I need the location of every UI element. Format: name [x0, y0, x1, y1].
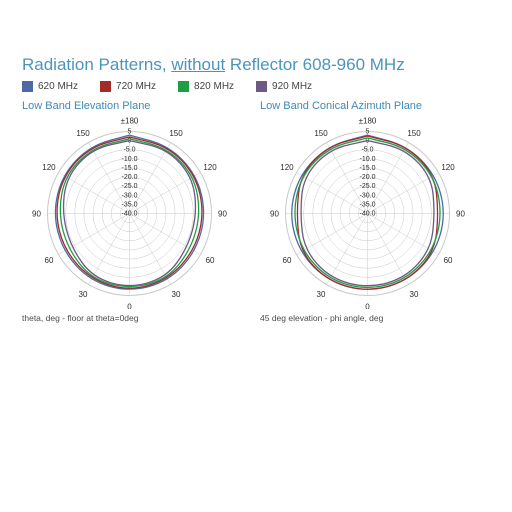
- legend-label: 620 MHz: [38, 81, 78, 92]
- panel-subtitle: Low Band Conical Azimuth Plane: [260, 100, 490, 112]
- svg-text:-30.0: -30.0: [360, 192, 376, 199]
- svg-text:-10.0: -10.0: [122, 156, 138, 163]
- legend: 620 MHz 720 MHz 820 MHz 920 MHz: [22, 81, 490, 92]
- svg-text:-20.0: -20.0: [122, 174, 138, 181]
- chart-card: Radiation Patterns, without Reflector 60…: [22, 55, 490, 323]
- legend-swatch: [22, 81, 33, 92]
- legend-label: 920 MHz: [272, 81, 312, 92]
- svg-text:-25.0: -25.0: [122, 183, 138, 190]
- chart-panel: Low Band Elevation Plane 5 0 -5.0 -10.0 -15.0…: [22, 100, 252, 323]
- svg-text:60: 60: [206, 256, 215, 265]
- polar-holder: 5 0 -5.0 -10.0 -15.0 -20.0 -25.0 -30.0 -35.0 -40.…: [260, 114, 490, 309]
- svg-text:-35.0: -35.0: [360, 201, 376, 208]
- svg-text:120: 120: [203, 163, 217, 172]
- svg-text:-40.0: -40.0: [360, 211, 376, 218]
- svg-text:90: 90: [456, 210, 465, 219]
- panel-caption: theta, deg - floor at theta=0deg: [22, 313, 252, 323]
- polar-chart: 5 0 -5.0 -10.0 -15.0 -20.0 -25.0 -30.0 -35.0 -40.…: [22, 114, 237, 309]
- svg-text:120: 120: [280, 163, 294, 172]
- svg-text:60: 60: [444, 256, 453, 265]
- svg-text:±180: ±180: [121, 117, 139, 126]
- legend-swatch: [178, 81, 189, 92]
- svg-text:30: 30: [317, 290, 326, 299]
- svg-text:30: 30: [172, 290, 181, 299]
- svg-text:-15.0: -15.0: [360, 165, 376, 172]
- legend-label: 820 MHz: [194, 81, 234, 92]
- svg-text:150: 150: [169, 129, 183, 138]
- panel-subtitle: Low Band Elevation Plane: [22, 100, 252, 112]
- svg-text:150: 150: [407, 129, 421, 138]
- svg-text:-20.0: -20.0: [360, 174, 376, 181]
- svg-text:-40.0: -40.0: [122, 211, 138, 218]
- panel-caption: 45 deg elevation - phi angle, deg: [260, 313, 490, 323]
- svg-text:0: 0: [127, 303, 132, 310]
- svg-text:120: 120: [441, 163, 455, 172]
- legend-item: 820 MHz: [178, 81, 234, 92]
- svg-text:60: 60: [283, 256, 292, 265]
- svg-text:90: 90: [270, 210, 279, 219]
- svg-text:60: 60: [45, 256, 54, 265]
- svg-text:-5.0: -5.0: [361, 147, 373, 154]
- legend-item: 720 MHz: [100, 81, 156, 92]
- svg-text:120: 120: [42, 163, 56, 172]
- legend-item: 620 MHz: [22, 81, 78, 92]
- legend-swatch: [256, 81, 267, 92]
- legend-label: 720 MHz: [116, 81, 156, 92]
- svg-text:150: 150: [314, 129, 328, 138]
- svg-text:30: 30: [79, 290, 88, 299]
- page-title: Radiation Patterns, without Reflector 60…: [22, 55, 490, 75]
- svg-text:-25.0: -25.0: [360, 183, 376, 190]
- svg-text:-15.0: -15.0: [122, 165, 138, 172]
- legend-item: 920 MHz: [256, 81, 312, 92]
- chart-panel: Low Band Conical Azimuth Plane 5 0 -5.0 -10.…: [260, 100, 490, 323]
- svg-text:90: 90: [32, 210, 41, 219]
- polar-chart: 5 0 -5.0 -10.0 -15.0 -20.0 -25.0 -30.0 -35.0 -40.…: [260, 114, 475, 309]
- svg-text:-30.0: -30.0: [122, 192, 138, 199]
- svg-text:-35.0: -35.0: [122, 201, 138, 208]
- svg-text:-10.0: -10.0: [360, 156, 376, 163]
- svg-text:5: 5: [128, 129, 132, 136]
- svg-text:-5.0: -5.0: [123, 147, 135, 154]
- svg-text:±180: ±180: [359, 117, 377, 126]
- legend-swatch: [100, 81, 111, 92]
- svg-text:30: 30: [410, 290, 419, 299]
- svg-text:90: 90: [218, 210, 227, 219]
- panels: Low Band Elevation Plane 5 0 -5.0 -10.0 -15.0…: [22, 100, 490, 323]
- polar-holder: 5 0 -5.0 -10.0 -15.0 -20.0 -25.0 -30.0 -35.0 -40.…: [22, 114, 252, 309]
- svg-text:5: 5: [366, 129, 370, 136]
- svg-text:150: 150: [76, 129, 90, 138]
- svg-text:0: 0: [365, 303, 370, 310]
